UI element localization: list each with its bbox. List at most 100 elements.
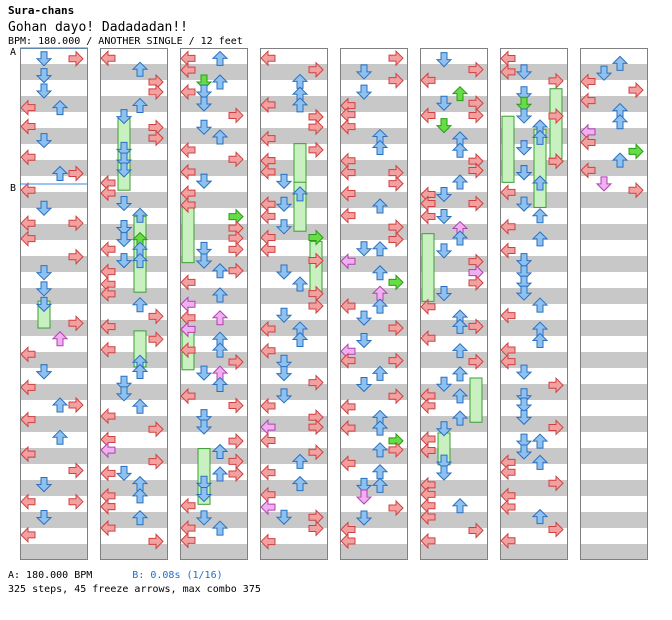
song-group: Sura-chans <box>8 4 75 17</box>
left-arrow-icon <box>100 285 116 303</box>
down-arrow-icon <box>195 419 213 435</box>
beat-stripe <box>580 448 648 464</box>
down-arrow-icon <box>435 118 453 134</box>
right-arrow-icon <box>148 308 164 325</box>
beat-stripe <box>180 512 248 528</box>
right-arrow-icon <box>308 252 324 269</box>
down-arrow-icon <box>115 465 133 482</box>
right-arrow-icon <box>68 50 84 67</box>
left-arrow-icon <box>100 318 116 335</box>
beat-stripe <box>580 224 648 240</box>
down-arrow-icon <box>275 354 293 371</box>
right-arrow-icon <box>148 129 164 147</box>
beat-stripe <box>180 96 248 112</box>
up-arrow-icon <box>531 175 549 191</box>
down-arrow-icon <box>195 173 213 189</box>
down-arrow-icon <box>275 509 293 525</box>
left-arrow-icon <box>340 253 356 270</box>
beat-stripe <box>580 96 648 112</box>
left-arrow-icon <box>340 419 356 437</box>
chart-info: BPM: 180.000 / ANOTHER SINGLE / 12 feet <box>8 36 243 47</box>
right-arrow-icon <box>148 331 164 348</box>
right-arrow-icon <box>308 141 324 159</box>
beat-stripe <box>100 160 168 176</box>
up-arrow-icon <box>51 99 69 116</box>
right-arrow-icon <box>468 353 484 370</box>
right-arrow-icon <box>628 143 644 160</box>
left-arrow-icon <box>500 498 516 516</box>
up-arrow-icon <box>211 466 229 482</box>
beat-stripe <box>500 544 568 560</box>
down-arrow-icon <box>35 83 53 99</box>
up-arrow-icon <box>211 520 229 536</box>
left-arrow-icon <box>20 99 36 116</box>
up-arrow-icon <box>611 55 629 71</box>
beat-stripe <box>340 192 408 208</box>
down-arrow-icon <box>515 196 533 212</box>
right-arrow-icon <box>228 151 244 168</box>
left-arrow-icon <box>420 508 436 526</box>
beat-stripe <box>340 288 408 304</box>
down-arrow-icon <box>275 264 293 280</box>
left-arrow-icon <box>260 241 276 258</box>
left-arrow-icon <box>260 432 276 449</box>
left-arrow-icon <box>100 498 116 515</box>
up-arrow-icon <box>371 241 389 257</box>
left-arrow-icon <box>500 353 516 370</box>
left-arrow-icon <box>340 185 356 202</box>
down-arrow-icon <box>355 477 373 494</box>
right-arrow-icon <box>228 262 244 279</box>
down-arrow-icon <box>515 165 533 181</box>
down-arrow-icon <box>515 409 533 426</box>
left-arrow-icon <box>340 164 356 181</box>
column-border <box>500 48 568 560</box>
column-border <box>420 48 488 560</box>
beat-stripe <box>580 512 648 528</box>
right-arrow-icon <box>68 248 84 265</box>
left-arrow-icon <box>20 118 36 135</box>
left-arrow-icon <box>340 532 356 550</box>
right-arrow-icon <box>68 315 84 332</box>
down-arrow-icon <box>115 220 133 236</box>
beat-stripe <box>340 256 408 272</box>
beat-stripe <box>340 320 408 336</box>
legend-a: A: 180.000 BPM <box>8 570 93 581</box>
up-arrow-icon <box>211 342 229 358</box>
down-arrow-icon <box>515 108 533 124</box>
beat-stripe <box>340 96 408 112</box>
down-arrow-icon <box>115 195 133 212</box>
down-arrow-icon <box>195 487 213 503</box>
left-arrow-icon <box>500 307 516 324</box>
down-arrow-icon <box>275 307 293 323</box>
up-arrow-icon <box>131 296 149 313</box>
right-arrow-icon <box>68 165 84 182</box>
right-arrow-icon <box>68 493 84 510</box>
down-arrow-icon <box>195 84 213 100</box>
right-arrow-icon <box>548 475 564 492</box>
step-chart <box>20 47 648 560</box>
left-arrow-icon <box>100 465 116 482</box>
down-arrow-icon <box>35 68 53 84</box>
down-arrow-icon <box>435 376 453 392</box>
left-arrow-icon <box>180 532 196 549</box>
left-arrow-icon <box>420 442 436 459</box>
left-arrow-icon <box>100 441 116 459</box>
down-arrow-icon <box>275 366 293 382</box>
chart-column-8 <box>580 48 648 560</box>
right-arrow-icon <box>308 444 324 461</box>
down-arrow-icon <box>195 96 213 112</box>
down-arrow-icon <box>35 51 53 67</box>
left-arrow-icon <box>180 163 196 181</box>
beat-stripe <box>260 480 328 496</box>
right-arrow-icon <box>468 522 484 539</box>
right-arrow-icon <box>308 118 324 136</box>
right-arrow-icon <box>468 318 484 335</box>
beat-stripe <box>180 160 248 176</box>
up-arrow-icon <box>451 366 469 382</box>
down-arrow-icon <box>435 186 453 203</box>
beat-stripe <box>100 320 168 336</box>
right-arrow-icon <box>548 419 564 436</box>
down-arrow-icon <box>275 388 293 404</box>
up-arrow-icon <box>211 287 229 303</box>
left-arrow-icon <box>500 463 516 481</box>
